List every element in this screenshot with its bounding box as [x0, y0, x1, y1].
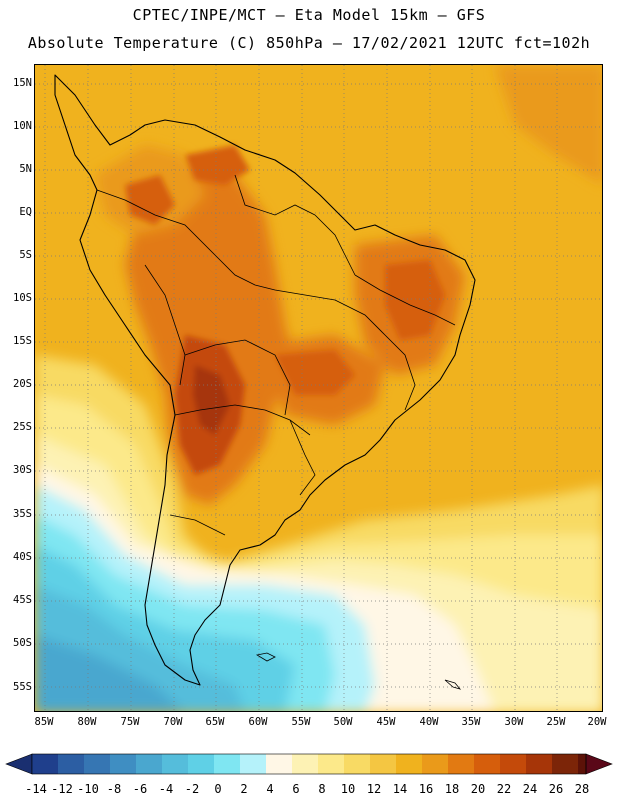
colorbar-label: 26: [548, 782, 564, 796]
colorbar-segment: [32, 754, 58, 774]
colorbar-label: 22: [496, 782, 512, 796]
colorbar-label: 0: [214, 782, 222, 796]
colorbar-label: -12: [51, 782, 73, 796]
colorbar-segment: [552, 754, 578, 774]
colorbar-segment: [422, 754, 448, 774]
colorbar-label: 24: [522, 782, 538, 796]
colorbar-label: -8: [106, 782, 122, 796]
lat-label: 10S: [13, 292, 32, 304]
graticule: [35, 65, 602, 711]
temperature-map: [34, 64, 603, 712]
map-title-line1: CPTEC/INPE/MCT – Eta Model 15km – GFS: [132, 6, 486, 24]
south-america-coastline: [54, 74, 476, 686]
colorbar-segment: [136, 754, 162, 774]
lat-label: 35S: [13, 508, 32, 520]
colorbar-label: -10: [77, 782, 99, 796]
colorbar-label: 28: [574, 782, 590, 796]
colorbar-segment: [110, 754, 136, 774]
temperature-hotspots: [125, 145, 445, 475]
lon-label: 60W: [248, 716, 268, 728]
colorbar-segment: [500, 754, 526, 774]
lon-label: 65W: [205, 716, 225, 728]
colorbar-segment: [396, 754, 422, 774]
lat-label: 55S: [13, 681, 32, 693]
lat-label: 30S: [13, 464, 32, 476]
falkland-islands: [255, 652, 276, 662]
colorbar: [5, 753, 613, 775]
colorbar-segment: [58, 754, 84, 774]
lon-label: 40W: [419, 716, 439, 728]
colorbar-segment: [448, 754, 474, 774]
colorbar-label: 10: [340, 782, 356, 796]
lat-label: 45S: [13, 594, 32, 606]
colorbar-label: -2: [184, 782, 200, 796]
lon-label: 50W: [333, 716, 353, 728]
lon-label: 85W: [34, 716, 54, 728]
temperature-field: [35, 65, 602, 711]
lat-label: 25S: [13, 421, 32, 433]
lat-label: 15S: [13, 335, 32, 347]
lat-label: EQ: [19, 206, 32, 218]
colorbar-segment: [292, 754, 318, 774]
colorbar-segment: [266, 754, 292, 774]
lat-label: 5S: [19, 249, 32, 261]
colorbar-label: 4: [266, 782, 274, 796]
map-title-line2: Absolute Temperature (C) 850hPa – 17/02/…: [27, 34, 591, 52]
lat-label: 20S: [13, 378, 32, 390]
lon-label: 80W: [77, 716, 97, 728]
colorbar-label: -14: [25, 782, 47, 796]
colorbar-lower-arrow: [5, 753, 33, 775]
colorbar-label: 18: [444, 782, 460, 796]
colorbar-upper-arrow: [585, 753, 613, 775]
colorbar-segment: [214, 754, 240, 774]
lat-label: 15N: [13, 77, 32, 89]
colorbar-segment: [474, 754, 500, 774]
temperature-map-canvas: [35, 65, 602, 711]
colorbar-segment: [318, 754, 344, 774]
lat-label: 40S: [13, 551, 32, 563]
colorbar-segment: [162, 754, 188, 774]
lat-label: 50S: [13, 637, 32, 649]
colorbar-segment: [370, 754, 396, 774]
colorbar-segment: [240, 754, 266, 774]
lat-label: 10N: [13, 120, 32, 132]
colorbar-label: 20: [470, 782, 486, 796]
colorbar-segment: [344, 754, 370, 774]
colorbar-label: -4: [158, 782, 174, 796]
colorbar-segment: [578, 754, 586, 774]
lon-label: 75W: [120, 716, 140, 728]
lon-label: 20W: [587, 716, 607, 728]
colorbar-label: 2: [240, 782, 248, 796]
colorbar-segment: [526, 754, 552, 774]
colorbar-label: 12: [366, 782, 382, 796]
lon-label: 45W: [376, 716, 396, 728]
colorbar-label: 6: [292, 782, 300, 796]
colorbar-segment: [188, 754, 214, 774]
colorbar-label: -6: [132, 782, 148, 796]
lat-label: 5N: [19, 163, 32, 175]
lon-label: 25W: [546, 716, 566, 728]
lon-label: 35W: [461, 716, 481, 728]
colorbar-label: 16: [418, 782, 434, 796]
south-georgia-island: [444, 679, 462, 690]
lon-label: 30W: [504, 716, 524, 728]
colorbar-label: 8: [318, 782, 326, 796]
colorbar-segment: [84, 754, 110, 774]
lon-label: 55W: [291, 716, 311, 728]
colorbar-label: 14: [392, 782, 408, 796]
lon-label: 70W: [163, 716, 183, 728]
country-borders: [96, 174, 456, 536]
